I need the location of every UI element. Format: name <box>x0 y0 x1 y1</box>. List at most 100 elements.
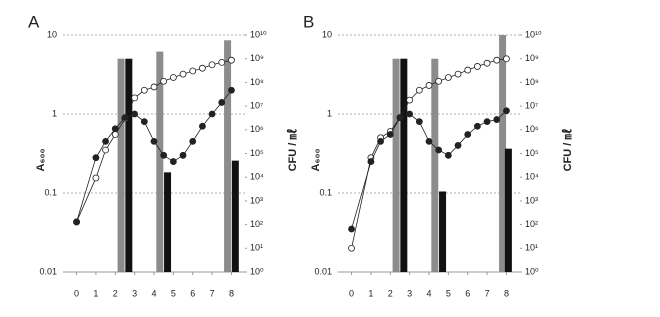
bar <box>125 58 133 273</box>
y-tick-label: 10 <box>47 29 57 39</box>
filled-marker <box>474 122 481 130</box>
open-marker <box>102 146 109 154</box>
filled-marker <box>493 116 501 123</box>
y2-tick-label: 10¹ <box>250 243 263 253</box>
filled-marker <box>160 151 168 159</box>
open-marker <box>218 58 226 66</box>
line <box>76 89 232 223</box>
x-tick-label: 0 <box>74 288 79 298</box>
y-tick-label: 1 <box>327 108 332 118</box>
x-tick-label: 4 <box>151 288 156 298</box>
filled-marker <box>208 110 216 118</box>
y2-tick-label: 10⁴ <box>250 172 264 182</box>
open-marker <box>415 86 423 94</box>
bar <box>392 58 400 273</box>
y-tick-label: 0.1 <box>319 187 332 197</box>
filled-marker <box>425 137 433 145</box>
y2-tick-label: 10⁷ <box>525 100 538 110</box>
y2-tick-label: 10⁷ <box>250 100 263 110</box>
open-marker <box>150 83 158 91</box>
bar <box>224 40 232 273</box>
y2-tick-label: 10¹ <box>525 243 538 253</box>
open-marker <box>92 174 100 182</box>
bar <box>499 35 507 272</box>
y2-tick-label: 10⁶ <box>525 124 539 134</box>
filled-marker <box>377 137 384 145</box>
filled-marker <box>367 158 375 165</box>
y-tick-label: 0.01 <box>314 266 332 276</box>
y2-tick-label: 10⁰ <box>250 266 264 276</box>
filled-marker <box>435 146 443 154</box>
open-marker <box>131 94 139 102</box>
open-marker <box>179 70 187 78</box>
bar <box>117 58 125 273</box>
y2-tick-label: 10⁴ <box>525 172 539 182</box>
open-marker <box>199 64 206 72</box>
y2-tick-label: 10⁸ <box>250 77 264 87</box>
open-marker <box>348 244 355 252</box>
filled-marker <box>348 225 355 233</box>
open-marker <box>464 66 472 74</box>
open-marker <box>444 74 452 81</box>
y2-axis-title: CFU / ㎖ <box>286 129 299 172</box>
filled-marker <box>111 125 119 133</box>
bar <box>164 172 172 272</box>
x-tick-label: 2 <box>113 288 118 298</box>
x-tick-label: 0 <box>349 288 354 298</box>
filled-marker <box>131 110 139 118</box>
open-marker <box>208 61 216 69</box>
y2-tick-label: 10⁹ <box>525 53 539 63</box>
open-marker <box>425 82 433 89</box>
open-marker <box>454 70 462 78</box>
filled-marker <box>189 137 197 145</box>
x-tick-label: 1 <box>93 288 98 298</box>
filled-marker <box>406 110 414 118</box>
filled-marker <box>102 137 109 145</box>
y2-tick-label: 10⁹ <box>250 53 264 63</box>
x-tick-label: 7 <box>485 288 490 298</box>
open-marker <box>493 56 501 64</box>
filled-marker <box>444 151 452 159</box>
bar <box>504 148 512 272</box>
bar <box>439 191 447 272</box>
x-tick-label: 5 <box>446 288 451 298</box>
open-marker <box>474 63 481 70</box>
open-marker <box>483 59 491 67</box>
filled-marker <box>199 122 206 130</box>
y2-tick-label: 10⁵ <box>250 148 264 158</box>
filled-marker <box>415 118 423 126</box>
y2-tick-label: 10² <box>250 219 263 229</box>
filled-marker <box>228 86 235 94</box>
x-tick-label: 6 <box>465 288 470 298</box>
x-tick-label: 6 <box>190 288 195 298</box>
open-marker <box>435 77 443 85</box>
open-marker <box>503 55 510 63</box>
y-tick-label: 10 <box>322 29 332 39</box>
open-marker <box>189 67 197 75</box>
y2-tick-label: 10¹⁰ <box>525 29 542 39</box>
filled-marker <box>386 131 394 138</box>
bar <box>431 58 439 273</box>
x-tick-label: 7 <box>210 288 215 298</box>
x-tick-label: 8 <box>229 288 234 298</box>
open-marker <box>169 74 177 81</box>
y2-tick-label: 10⁸ <box>525 77 539 87</box>
x-tick-label: 3 <box>132 288 137 298</box>
x-tick-label: 5 <box>171 288 176 298</box>
y-tick-label: 0.1 <box>44 187 57 197</box>
filled-marker <box>92 154 100 162</box>
filled-marker <box>121 114 129 122</box>
open-marker <box>111 131 119 138</box>
filled-marker <box>140 118 148 126</box>
y2-tick-label: 10⁰ <box>525 266 539 276</box>
y2-tick-label: 10² <box>525 219 538 229</box>
x-tick-label: 1 <box>368 288 373 298</box>
filled-marker <box>150 137 158 145</box>
bar <box>400 58 408 273</box>
filled-marker <box>396 114 404 122</box>
open-marker <box>160 77 168 85</box>
line <box>351 110 507 230</box>
panel-label: B <box>303 12 314 31</box>
bar <box>231 160 239 272</box>
